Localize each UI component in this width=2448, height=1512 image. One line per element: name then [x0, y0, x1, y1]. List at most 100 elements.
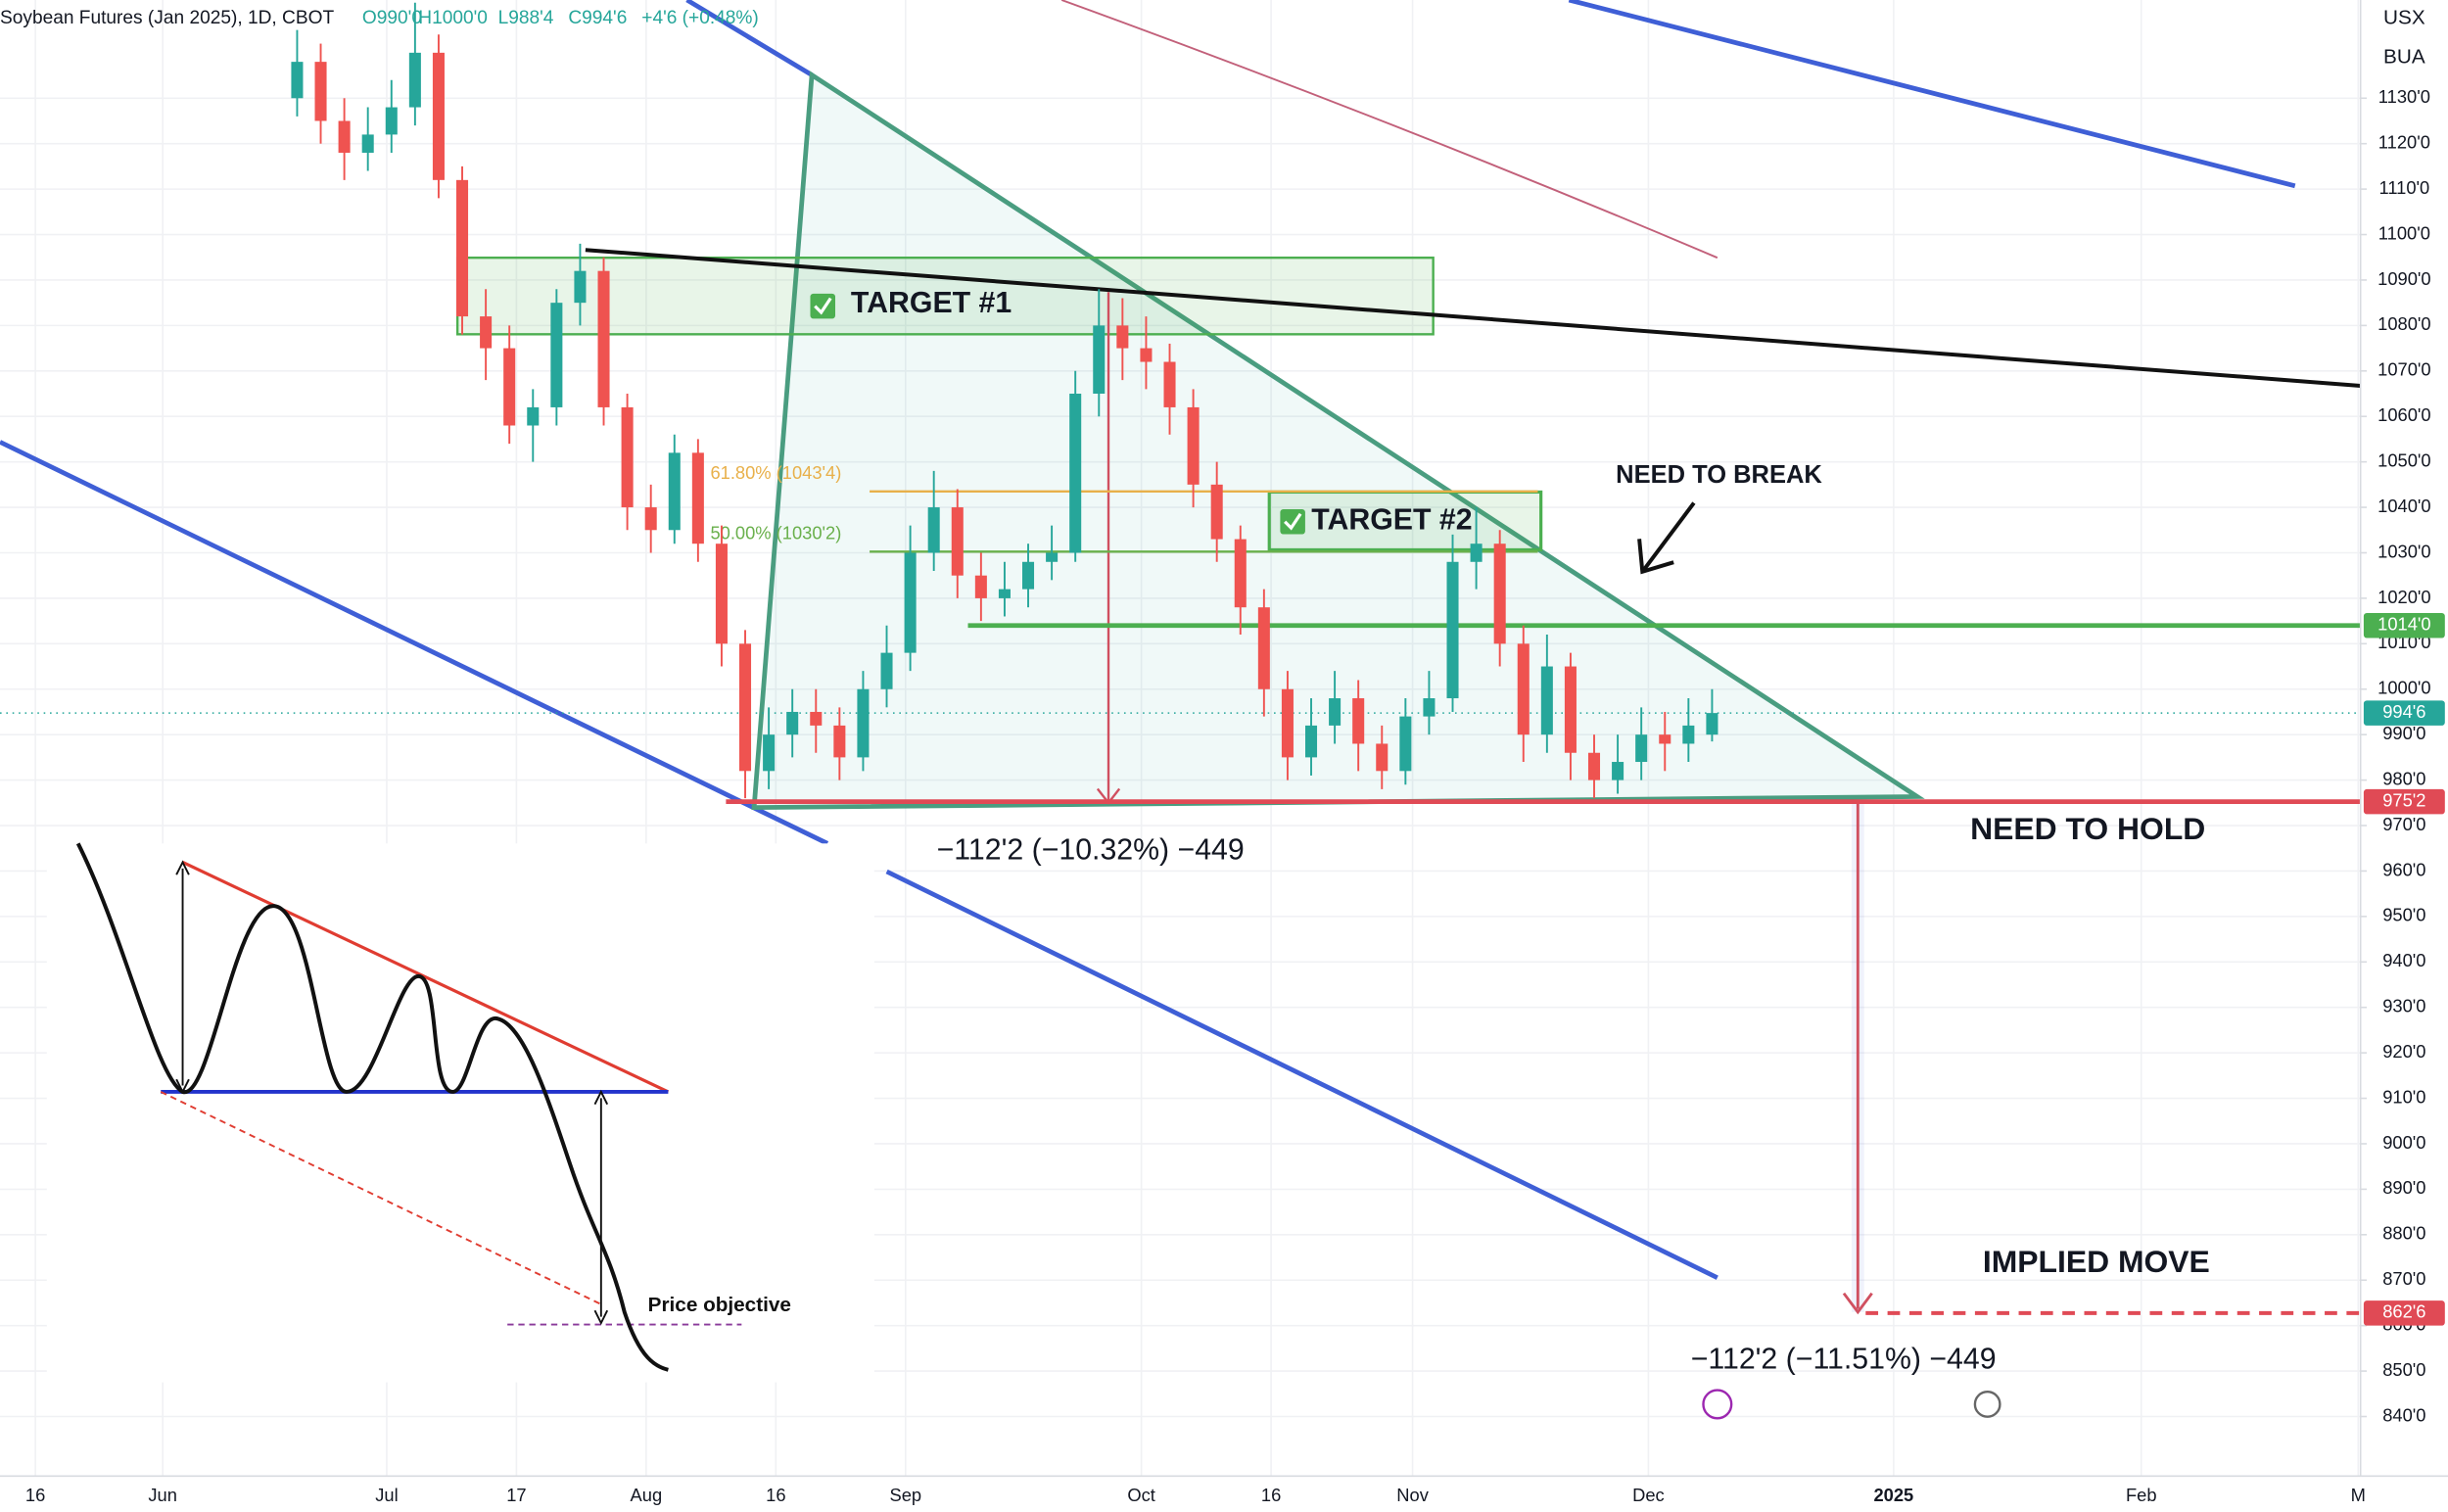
x-tick-label: Feb	[2126, 1485, 2157, 1505]
candle-body	[574, 270, 587, 304]
candle-body	[857, 688, 870, 758]
candle-body	[550, 303, 563, 407]
candle-body	[456, 179, 469, 317]
annotations: TARGET #1 TARGET #2 NEED TO BREAK NEED T…	[0, 8, 2210, 1375]
candle-body	[1257, 607, 1270, 689]
candle-body	[1470, 543, 1483, 562]
candle-body	[1493, 543, 1506, 644]
price-label-box	[2363, 1300, 2445, 1326]
x-tick-label: 16	[1261, 1485, 1281, 1505]
diagram-resistance	[181, 861, 670, 1094]
y-tick-label: 1100'0	[2378, 222, 2430, 243]
x-tick-label: Jun	[148, 1485, 177, 1505]
candle-body	[361, 134, 374, 153]
channel-line	[1568, 0, 2296, 189]
candle-body	[432, 52, 445, 180]
y-tick-label: 1060'0	[2377, 404, 2430, 425]
ohlc-readout: C994'6	[568, 8, 627, 28]
candle-body	[1210, 484, 1223, 540]
candle-body	[1093, 325, 1106, 395]
y-tick-label: 910'0	[2382, 1086, 2425, 1107]
check-mark	[1284, 512, 1302, 531]
arrow-head	[1842, 1292, 1873, 1315]
check-mark	[814, 297, 832, 315]
candle-body	[998, 589, 1011, 598]
ohlc-readout: +4'6 (+0.48%)	[641, 8, 759, 28]
price-label: 1014'0	[2377, 614, 2430, 635]
candle-body	[1304, 725, 1318, 758]
candle-body	[338, 120, 351, 153]
candle-body	[833, 725, 846, 758]
currency-label[interactable]: USX	[2383, 7, 2425, 29]
levels: 61.80% (1043'4) 50.00% (1030'2)	[0, 462, 2361, 1315]
y-tick-label: 970'0	[2382, 814, 2425, 834]
candle-body	[974, 575, 987, 598]
event-icon[interactable]	[1702, 1389, 1733, 1420]
candle-body	[503, 348, 516, 426]
y-tick-label: 1130'0	[2378, 86, 2430, 107]
x-tick-label: Jul	[375, 1485, 398, 1505]
candle-body	[1446, 561, 1459, 699]
target-zone	[455, 256, 1435, 336]
price-label-box	[2363, 613, 2445, 638]
ohlc-readout: L988'4	[498, 8, 554, 28]
y-tick-label: 990'0	[2382, 723, 2425, 743]
candle-body	[291, 62, 304, 99]
candle-body	[668, 452, 681, 531]
chart-title: Soybean Futures (Jan 2025), 1D, CBOT	[0, 8, 334, 28]
candle-body	[1069, 394, 1082, 553]
candle-body	[715, 543, 728, 644]
candle-body	[1329, 698, 1342, 726]
x-tick-label: M	[2351, 1485, 2366, 1505]
annotation: IMPLIED MOVE	[1983, 1244, 2210, 1279]
check-icon	[1280, 508, 1305, 535]
arrow-head	[1637, 539, 1674, 575]
y-tick-label: 920'0	[2382, 1041, 2425, 1062]
x-tick-label: 16	[766, 1485, 785, 1505]
candle-body	[1682, 725, 1695, 744]
diagram-price	[75, 842, 669, 1372]
measure-label: −112'2 (−11.51%) −449	[1691, 1343, 1997, 1375]
candle-body	[880, 652, 893, 689]
candle-body	[1612, 762, 1624, 780]
ohlc-readout: H1000'0	[418, 8, 488, 28]
candle-body	[810, 711, 823, 726]
x-tick-label: Oct	[1127, 1485, 1155, 1505]
event-icon[interactable]	[1973, 1390, 2001, 1418]
currency-label[interactable]: BUA	[2383, 45, 2425, 68]
arrow-head	[593, 1089, 609, 1326]
annotation: NEED TO HOLD	[1970, 811, 2205, 846]
candle-body	[1423, 698, 1436, 717]
candle-body	[1635, 734, 1648, 763]
candle-body	[314, 62, 327, 121]
candle-body	[786, 711, 799, 735]
price-label-box	[2363, 700, 2445, 726]
candle-body	[927, 507, 940, 553]
candle-body	[1376, 743, 1389, 772]
y-tick-label: 960'0	[2382, 859, 2425, 879]
y-tick-label: 1120'0	[2378, 132, 2430, 153]
candle-body	[1281, 688, 1294, 758]
candle-body	[739, 643, 752, 772]
y-tick-label: 1070'0	[2377, 359, 2430, 380]
x-tick-label: Dec	[1632, 1485, 1665, 1505]
annotation: NEED TO BREAK	[1616, 461, 1822, 489]
channel-line	[885, 869, 1718, 1280]
candle-body	[597, 270, 610, 407]
candle-body	[951, 507, 964, 576]
time-axis	[0, 1476, 2448, 1512]
candle-body	[408, 52, 421, 108]
target-zone	[1267, 490, 1543, 552]
channel-line	[0, 440, 829, 846]
y-tick-label: 850'0	[2382, 1359, 2425, 1380]
candle-body	[1234, 539, 1247, 608]
y-tick-label: 1080'0	[2377, 313, 2430, 334]
candle-body	[1116, 325, 1129, 349]
y-tick-label: 880'0	[2382, 1223, 2425, 1244]
candle-body	[1587, 752, 1601, 780]
candle-body	[1564, 666, 1577, 753]
candle-body	[621, 406, 634, 508]
